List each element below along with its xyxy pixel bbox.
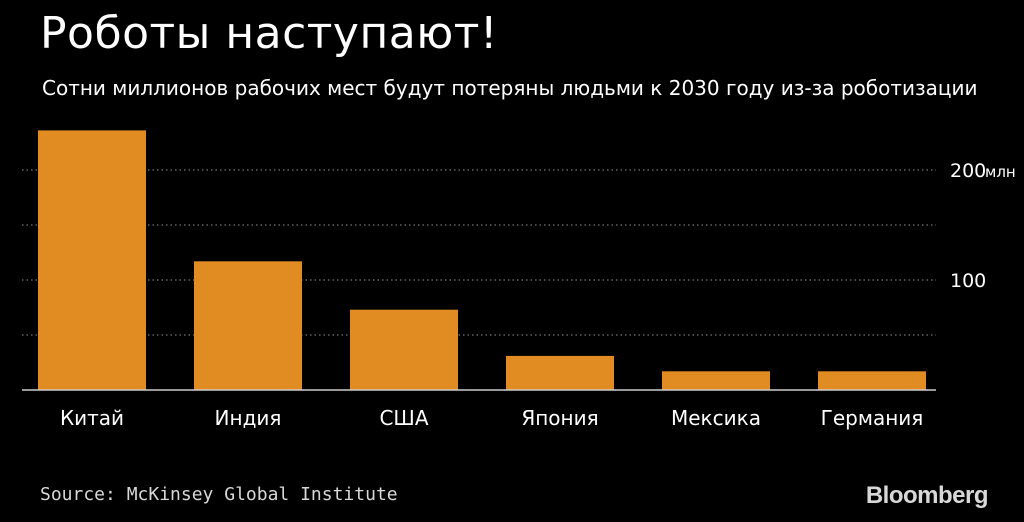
y-tick-label: 100 [950,270,986,292]
bar [818,371,926,390]
bar [38,130,146,390]
x-tick-label: Индия [215,406,282,430]
bar [350,309,458,390]
x-tick-label: США [379,406,428,430]
y-unit-label: млн [985,163,1016,181]
x-tick-label: Мексика [671,406,761,430]
source-note: Source: McKinsey Global Institute [40,484,398,505]
bar [662,371,770,390]
chart-title: Роботы наступают! [40,8,498,59]
x-tick-label: Китай [60,406,124,430]
bar [506,355,614,390]
bloomberg-logo: Bloomberg [865,482,989,509]
x-tick-label: Япония [521,406,598,430]
y-tick-label: 200 [950,160,986,182]
chart-subtitle: Сотни миллионов рабочих мест будут потер… [42,76,978,100]
bar [194,261,302,390]
x-tick-label: Германия [821,406,924,430]
